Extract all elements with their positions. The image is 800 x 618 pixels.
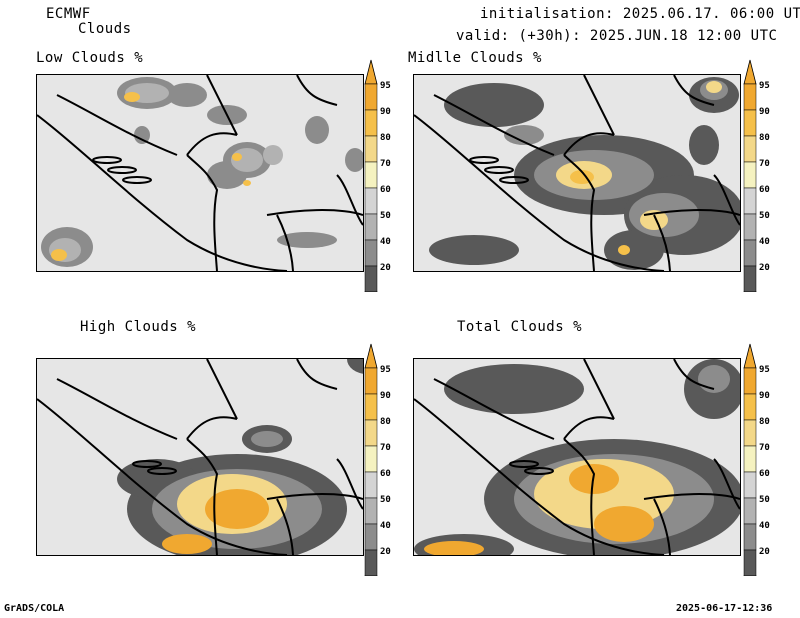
map-low-clouds [36,74,364,272]
colorbar-segment [743,161,757,189]
colorbar-segment [364,471,378,499]
colorbar-tick-label: 60 [380,185,391,195]
colorbar-segment [364,367,378,395]
colorbar-tick-label: 80 [759,133,770,143]
colorbar-segment [743,187,757,215]
colorbar-low: 95 90 80 70 60 50 40 20 [362,58,398,292]
colorbar-tick-label: 40 [380,237,391,247]
colorbar-segment [364,161,378,189]
colorbar-segment [364,393,378,421]
colorbar-segment [743,239,757,267]
colorbar-segment [364,265,378,292]
colorbar-segment [743,83,757,111]
model-label: ECMWF [46,6,91,22]
colorbar-segment [743,213,757,241]
colorbar-tick-label: 50 [380,495,391,505]
map-total-graphic [414,359,740,555]
panel-title-high: High Clouds % [80,319,197,335]
initialisation-label: initialisation: 2025.06.17. 06:00 UTC [480,6,800,22]
colorbar-segment [364,419,378,447]
colorbar-graphic: 95 90 80 70 60 50 40 20 [364,343,391,576]
footer-credit: GrADS/COLA [4,603,65,614]
colorbar-tick-label: 90 [380,391,391,401]
map-total-clouds [413,358,741,556]
colorbar-total: 95 90 80 70 60 50 40 20 [741,342,777,576]
colorbar-high: 95 90 80 70 60 50 40 20 [362,342,398,576]
colorbar-tick-label: 95 [380,81,391,91]
colorbar-segment [364,445,378,473]
colorbar-tick-label: 40 [759,237,770,247]
colorbar-segment [743,549,757,576]
colorbar-top-arrow [364,59,378,85]
product-label: Clouds [78,21,132,37]
colorbar-segment [743,523,757,551]
colorbar-tick-label: 95 [759,365,770,375]
colorbar-tick-label: 90 [380,107,391,117]
colorbar-tick-label: 70 [380,159,391,169]
colorbar-segment [364,549,378,576]
colorbar-tick-label: 20 [759,263,770,273]
colorbar-tick-label: 70 [380,443,391,453]
colorbar-graphic: 95 90 80 70 60 50 40 20 [743,343,770,576]
colorbar-top-arrow [743,59,757,85]
colorbar-graphic: 95 90 80 70 60 50 40 20 [743,59,770,292]
colorbar-segment [743,135,757,163]
colorbar-tick-label: 40 [380,521,391,531]
colorbar-graphic: 95 90 80 70 60 50 40 20 [364,59,391,292]
colorbar-segment [743,265,757,292]
map-middle-graphic [414,75,740,271]
colorbar-tick-label: 60 [759,185,770,195]
colorbar-tick-label: 60 [759,469,770,479]
colorbar-tick-label: 95 [759,81,770,91]
colorbar-tick-label: 20 [380,263,391,273]
colorbar-segment [364,135,378,163]
colorbar-tick-label: 50 [759,495,770,505]
colorbar-segment [364,239,378,267]
colorbar-tick-label: 50 [759,211,770,221]
colorbar-tick-label: 80 [759,417,770,427]
colorbar-middle: 95 90 80 70 60 50 40 20 [741,58,777,292]
valid-label: valid: (+30h): 2025.JUN.18 12:00 UTC [456,28,778,44]
colorbar-tick-label: 90 [759,107,770,117]
colorbar-tick-label: 20 [759,547,770,557]
colorbar-tick-label: 50 [380,211,391,221]
colorbar-tick-label: 95 [380,365,391,375]
colorbar-segment [743,367,757,395]
colorbar-segment [743,445,757,473]
colorbar-segment [743,393,757,421]
map-low-graphic [37,75,363,271]
colorbar-segment [364,109,378,137]
colorbar-segment [743,419,757,447]
footer-timestamp: 2025-06-17-12:36 [676,603,773,614]
colorbar-segment [743,471,757,499]
colorbar-tick-label: 60 [380,469,391,479]
colorbar-top-arrow [364,343,378,369]
map-high-graphic [37,359,363,555]
colorbar-segment [364,497,378,525]
colorbar-tick-label: 70 [759,159,770,169]
colorbar-tick-label: 40 [759,521,770,531]
colorbar-segment [364,83,378,111]
map-middle-clouds [413,74,741,272]
colorbar-top-arrow [743,343,757,369]
colorbar-tick-label: 80 [380,133,391,143]
colorbar-tick-label: 90 [759,391,770,401]
panel-title-low: Low Clouds % [36,50,144,66]
colorbar-segment [364,523,378,551]
colorbar-tick-label: 20 [380,547,391,557]
colorbar-segment [743,109,757,137]
colorbar-tick-label: 70 [759,443,770,453]
colorbar-segment [743,497,757,525]
colorbar-segment [364,187,378,215]
panel-title-total: Total Clouds % [457,319,583,335]
panel-title-middle: Midlle Clouds % [408,50,542,66]
colorbar-segment [364,213,378,241]
colorbar-tick-label: 80 [380,417,391,427]
map-high-clouds [36,358,364,556]
